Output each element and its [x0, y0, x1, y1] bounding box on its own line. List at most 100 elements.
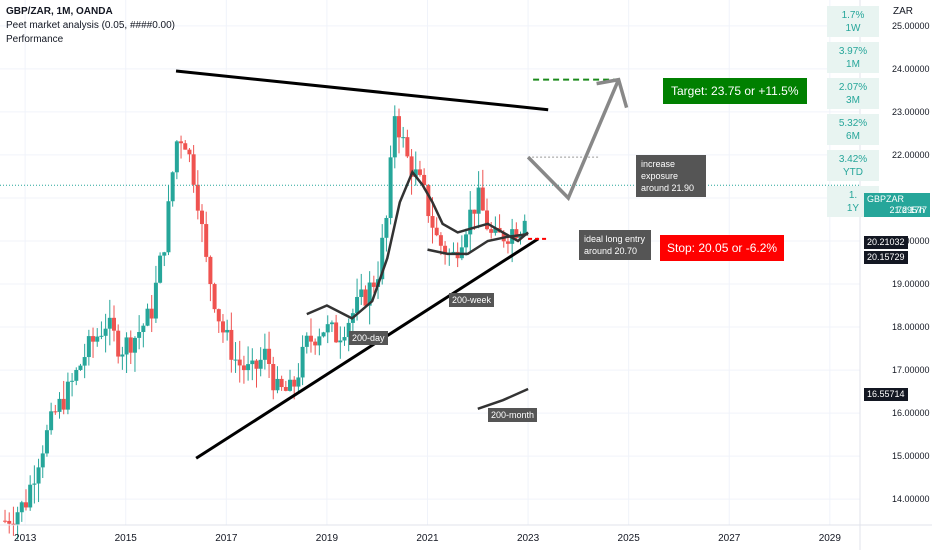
moving-average-200-week	[427, 232, 529, 256]
candle-body	[107, 317, 112, 329]
performance-value: 5.32%	[838, 118, 868, 129]
y-tick-label: 25.00000	[892, 21, 930, 31]
y-tick-label: 18.00000	[892, 322, 930, 332]
ma-200-month-label: 200-month	[488, 408, 538, 422]
performance-cell: 1.7% 1W	[827, 6, 879, 37]
candle-body	[237, 359, 242, 366]
candle-body	[195, 184, 200, 211]
candle-body	[57, 398, 62, 412]
candle-body	[283, 387, 288, 391]
candle-body	[11, 523, 16, 525]
candles	[3, 105, 527, 540]
candle-body	[464, 234, 469, 248]
candle-body	[23, 502, 28, 508]
chart-title: GBP/ZAR, 1M, OANDA	[6, 6, 113, 17]
performance-value: 2.07%	[838, 82, 868, 93]
ma-price-tag-a: 20.21032	[864, 236, 908, 249]
time-axis[interactable]: 2013 2015 2017 2019 2021 2023 2025 2027 2029	[0, 524, 932, 544]
performance-label[interactable]: Performance	[6, 34, 64, 45]
candle-body	[246, 364, 251, 371]
candle-body	[191, 154, 196, 185]
indicator-label[interactable]: Peet market analysis (0.05, ####0.00)	[6, 20, 175, 31]
candle-body	[405, 137, 410, 157]
candle-body	[342, 337, 347, 341]
candle-body	[120, 354, 125, 357]
y-tick-label: 16.00000	[892, 408, 930, 418]
performance-period: 1M	[846, 59, 860, 70]
candle-body	[388, 157, 393, 218]
candle-body	[413, 169, 418, 177]
trendline-resistance	[175, 69, 549, 112]
performance-value: 1.	[848, 190, 858, 201]
candle-body	[514, 229, 519, 239]
performance-cell: 3.42% YTD	[827, 150, 879, 181]
candle-body	[271, 363, 276, 391]
candle-body	[443, 245, 448, 255]
candle-body	[162, 252, 167, 256]
axis-unit-label: ZAR	[893, 6, 913, 17]
ma-200-week-label: 200-week	[449, 293, 495, 307]
performance-value: 3.97%	[838, 46, 868, 57]
candle-body	[484, 210, 489, 230]
candle-body	[430, 216, 435, 228]
projection-path	[526, 78, 621, 202]
candle-body	[480, 187, 485, 211]
candle-body	[258, 359, 263, 369]
performance-period: 1W	[845, 23, 861, 34]
last-price-tag[interactable]: GBPZAR 21.29577 7d 17h	[864, 193, 930, 217]
candle-body	[522, 220, 527, 235]
candle-body	[145, 308, 150, 326]
candle-body	[325, 324, 330, 333]
x-tick-label: 2015	[115, 533, 138, 544]
x-tick-label: 2027	[718, 533, 741, 544]
performance-value: 3.42%	[838, 154, 868, 165]
trendline-support	[195, 237, 539, 460]
candle-body	[78, 365, 83, 370]
candle-body	[99, 335, 104, 337]
ma-price-tag-b: 20.15729	[864, 251, 908, 264]
candle-body	[82, 357, 87, 366]
candle-body	[417, 169, 422, 175]
x-tick-label: 2023	[517, 533, 540, 544]
candle-body	[250, 360, 255, 365]
candle-body	[308, 335, 313, 342]
candle-body	[132, 337, 137, 353]
candle-body	[279, 378, 284, 388]
x-tick-label: 2021	[416, 533, 439, 544]
performance-period: 1Y	[846, 203, 860, 214]
candle-body	[53, 411, 58, 413]
candle-body	[422, 174, 427, 186]
candle-body	[19, 502, 24, 513]
candle-body	[124, 337, 129, 355]
candle-body	[241, 365, 246, 371]
ma-200-day-label: 200-day	[349, 331, 388, 345]
candle-body	[95, 336, 100, 342]
candle-body	[208, 256, 213, 285]
candle-body	[220, 321, 225, 333]
candle-body	[313, 341, 318, 346]
performance-period: YTD	[843, 167, 863, 178]
candle-body	[61, 398, 66, 410]
candle-body	[225, 329, 230, 333]
y-tick-label: 20.00000	[892, 236, 930, 246]
candle-body	[409, 156, 414, 177]
candle-body	[200, 210, 205, 225]
y-tick-label: 19.00000	[892, 279, 930, 289]
candle-body	[212, 284, 217, 310]
target-callout: Target: 23.75 or +11.5%	[663, 78, 807, 104]
candle-body	[187, 149, 192, 155]
candle-body	[321, 332, 326, 337]
candle-body	[116, 330, 121, 357]
stop-callout: Stop: 20.05 or -6.2%	[660, 235, 785, 261]
y-tick-label: 14.00000	[892, 494, 930, 504]
candle-body	[304, 335, 309, 347]
annotation-lines	[0, 69, 860, 460]
symbol-label: GBPZAR	[867, 194, 905, 204]
candle-body	[346, 322, 351, 338]
candle-body	[493, 227, 498, 233]
long-entry-note: ideal long entry around 20.70	[579, 230, 651, 260]
projection-arrowhead	[596, 77, 629, 109]
candle-body	[158, 255, 163, 283]
candle-body	[166, 201, 171, 253]
